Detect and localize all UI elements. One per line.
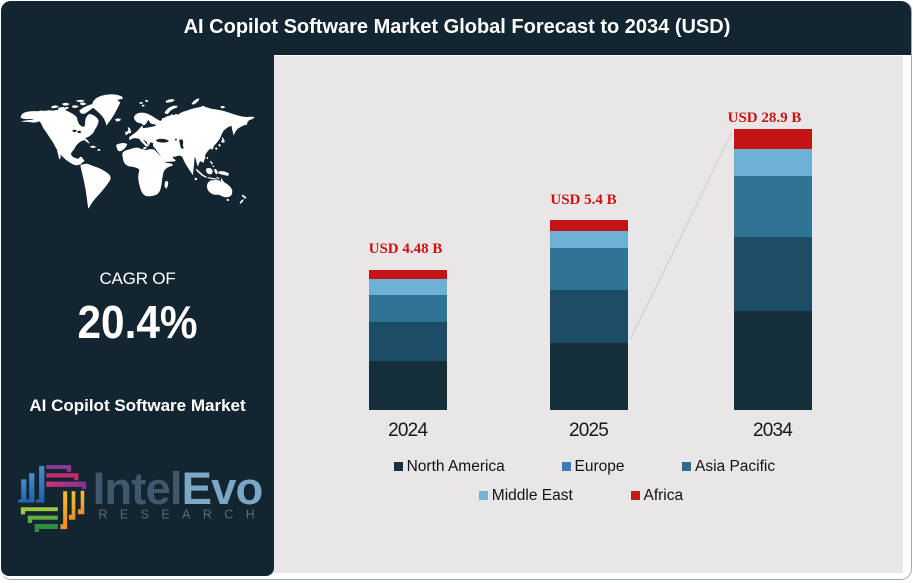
svg-text:IntelEvo: IntelEvo (93, 465, 263, 514)
svg-text:RESEARCH: RESEARCH (99, 508, 264, 522)
